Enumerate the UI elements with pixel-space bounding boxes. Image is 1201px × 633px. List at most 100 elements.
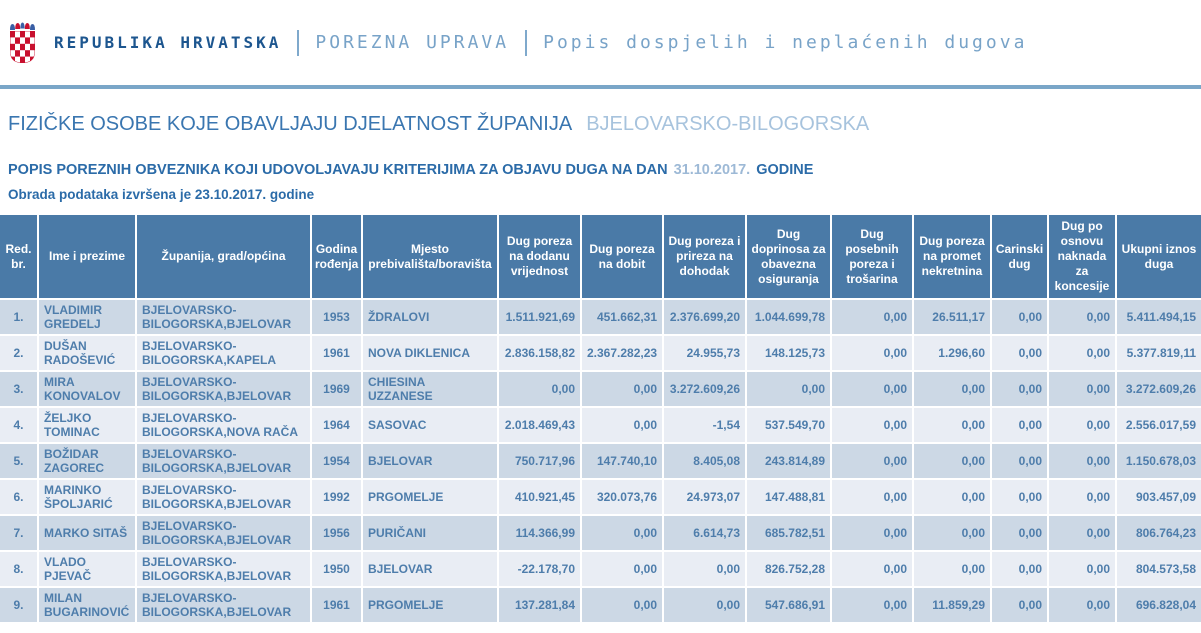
table-cell: 2.376.699,20 xyxy=(662,298,747,336)
table-row: 3. MIRA KONOVALOV BJELOVARSKO-BILOGORSKA,B… xyxy=(0,370,1201,408)
table-cell: 0,00 xyxy=(990,478,1049,516)
table-cell: 24.973,07 xyxy=(662,478,747,516)
table-cell: MARKO SITAŠ xyxy=(37,514,137,552)
table-cell: ŽDRALOVI xyxy=(361,298,499,336)
table-cell: 0,00 xyxy=(497,370,582,408)
column-header: Dug poreza na dobit xyxy=(580,215,664,300)
table-cell: 0,00 xyxy=(1047,370,1117,408)
table-cell: 147.740,10 xyxy=(580,442,664,480)
table-cell: 0,00 xyxy=(580,406,664,444)
table-cell: 1961 xyxy=(310,334,363,372)
table-cell: 0,00 xyxy=(830,586,914,624)
column-header: Godina rođenja xyxy=(310,215,363,300)
table-cell: 1969 xyxy=(310,370,363,408)
table-cell: 9. xyxy=(0,586,39,624)
table-cell: 0,00 xyxy=(580,550,664,588)
table-cell: 1.296,60 xyxy=(912,334,992,372)
table-cell: 0,00 xyxy=(830,550,914,588)
column-header: Dug doprinosa za obavezna osiguranja xyxy=(745,215,832,300)
table-cell: 696.828,04 xyxy=(1115,586,1201,624)
table-cell: 0,00 xyxy=(662,586,747,624)
table-cell: 2.018.469,43 xyxy=(497,406,582,444)
table-cell: VLADIMIR GREDELJ xyxy=(37,298,137,336)
table-cell: 0,00 xyxy=(1047,334,1117,372)
table-cell: 537.549,70 xyxy=(745,406,832,444)
table-cell: 804.573,58 xyxy=(1115,550,1201,588)
table-cell: 0,00 xyxy=(990,514,1049,552)
table-cell: 451.662,31 xyxy=(580,298,664,336)
table-cell: 0,00 xyxy=(990,442,1049,480)
table-cell: 1992 xyxy=(310,478,363,516)
table-cell: 320.073,76 xyxy=(580,478,664,516)
table-cell: 0,00 xyxy=(1047,478,1117,516)
table-cell: BJELOVARSKO-BILOGORSKA,BJELOVAR xyxy=(135,550,312,588)
table-cell: 903.457,09 xyxy=(1115,478,1201,516)
table-header: Red. br. Ime i prezime Županija, grad/opći… xyxy=(0,215,1201,300)
table-cell: 3.272.609,26 xyxy=(662,370,747,408)
header-row: Red. br. Ime i prezime Županija, grad/opći… xyxy=(0,215,1201,300)
table-cell: BJELOVAR xyxy=(361,442,499,480)
table-cell: 0,00 xyxy=(990,586,1049,624)
table-row: 5. BOŽIDAR ZAGOREC BJELOVARSKO-BILOGORSKA,… xyxy=(0,442,1201,480)
table-cell: CHIESINA UZZANESE xyxy=(361,370,499,408)
table-cell: 0,00 xyxy=(912,550,992,588)
table-cell: PRGOMELJE xyxy=(361,478,499,516)
table-cell: 0,00 xyxy=(830,514,914,552)
table-cell: 0,00 xyxy=(990,298,1049,336)
column-header: Dug poreza i prireza na dohodak xyxy=(662,215,747,300)
table-cell: 750.717,96 xyxy=(497,442,582,480)
table-cell: 0,00 xyxy=(580,370,664,408)
page-title-main: FIZIČKE OSOBE KOJE OBAVLJAJU DJELATNOST … xyxy=(8,113,573,135)
table-cell: 0,00 xyxy=(990,370,1049,408)
table-cell: 1961 xyxy=(310,586,363,624)
table-cell: 2.556.017,59 xyxy=(1115,406,1201,444)
header-divider xyxy=(297,29,300,56)
table-row: 9. MILAN BUGARINOVIĆ BJELOVARSKO-BILOGORSK… xyxy=(0,586,1201,624)
table-cell: 1.044.699,78 xyxy=(745,298,832,336)
header-rule xyxy=(0,85,1201,89)
table-cell: 1.150.678,03 xyxy=(1115,442,1201,480)
column-header: Red. br. xyxy=(0,215,39,300)
table-cell: BJELOVARSKO-BILOGORSKA,BJELOVAR xyxy=(135,478,312,516)
table-cell: VLADO PJEVAČ xyxy=(37,550,137,588)
table-cell: 0,00 xyxy=(912,478,992,516)
table-row: 2. DUŠAN RADOŠEVIĆ BJELOVARSKO-BILOGORSKA,… xyxy=(0,334,1201,372)
table-cell: BJELOVARSKO-BILOGORSKA,KAPELA xyxy=(135,334,312,372)
table-cell: 5.411.494,15 xyxy=(1115,298,1201,336)
table-cell: 1954 xyxy=(310,442,363,480)
list-criteria-line: POPIS POREZNIH OBVEZNIKA KOJI UDOVOLJAVA… xyxy=(8,162,1201,178)
table-cell: 243.814,89 xyxy=(745,442,832,480)
table-cell: MILAN BUGARINOVIĆ xyxy=(37,586,137,624)
table-cell: -1,54 xyxy=(662,406,747,444)
table-cell: 0,00 xyxy=(1047,586,1117,624)
criteria-text: POPIS POREZNIH OBVEZNIKA KOJI UDOVOLJAVA… xyxy=(8,162,668,178)
table-cell: 0,00 xyxy=(990,406,1049,444)
table-cell: PRGOMELJE xyxy=(361,586,499,624)
table-cell: 0,00 xyxy=(1047,298,1117,336)
table-cell: 24.955,73 xyxy=(662,334,747,372)
table-cell: 1950 xyxy=(310,550,363,588)
processing-date-line: Obrada podataka izvršena je 23.10.2017. … xyxy=(8,187,315,202)
table-cell: 0,00 xyxy=(580,586,664,624)
table-cell: 137.281,84 xyxy=(497,586,582,624)
column-header: Ukupni iznos duga xyxy=(1115,215,1201,300)
column-header: Dug poreza na promet nekretnina xyxy=(912,215,992,300)
column-header: Dug po osnovu naknada za koncesije xyxy=(1047,215,1117,300)
table-cell: 806.764,23 xyxy=(1115,514,1201,552)
page-title-county: BJELOVARSKO-BILOGORSKA xyxy=(586,113,870,135)
table-cell: 2.367.282,23 xyxy=(580,334,664,372)
table-cell: BOŽIDAR ZAGOREC xyxy=(37,442,137,480)
column-header: Mjesto prebivališta/boravišta xyxy=(361,215,499,300)
table-cell: 0,00 xyxy=(830,298,914,336)
table-cell: BJELOVARSKO-BILOGORSKA,BJELOVAR xyxy=(135,442,312,480)
table-cell: 11.859,29 xyxy=(912,586,992,624)
debtors-table: Red. br. Ime i prezime Županija, grad/opći… xyxy=(0,215,1201,624)
table-cell: SASOVAC xyxy=(361,406,499,444)
page-subtitle: Popis dospjelih i neplaćenih dugova xyxy=(543,32,1028,53)
table-cell: 0,00 xyxy=(1047,406,1117,444)
page-title: FIZIČKE OSOBE KOJE OBAVLJAJU DJELATNOST … xyxy=(8,113,1201,136)
table-cell: PURIČANI xyxy=(361,514,499,552)
table-cell: 4. xyxy=(0,406,39,444)
table-cell: 0,00 xyxy=(912,370,992,408)
table-cell: DUŠAN RADOŠEVIĆ xyxy=(37,334,137,372)
